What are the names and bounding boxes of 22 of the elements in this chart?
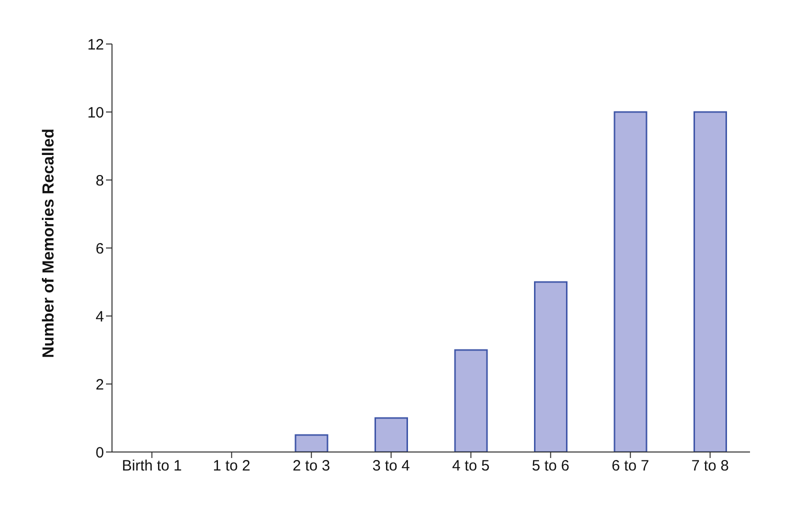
y-tick-label: 4 — [96, 308, 104, 326]
x-tick-label: 4 to 5 — [452, 458, 490, 475]
y-tick-label: 8 — [96, 172, 104, 190]
bar — [534, 281, 568, 452]
y-tick-label: 10 — [87, 104, 104, 122]
x-tick-label: 5 to 6 — [532, 458, 570, 475]
y-axis-title: Number of Memories Recalled — [40, 128, 58, 358]
y-tick-label: 12 — [87, 36, 104, 54]
bar — [454, 349, 488, 452]
bar — [694, 111, 727, 452]
x-tick-label: 3 to 4 — [372, 458, 410, 475]
y-tick-label: 2 — [96, 376, 104, 394]
y-tick-label: 6 — [96, 240, 104, 258]
x-tick-label: 7 to 8 — [691, 458, 729, 475]
x-tick-label: Birth to 1 — [122, 458, 182, 475]
bar — [374, 417, 408, 452]
x-tick-label: 6 to 7 — [612, 458, 650, 475]
x-tick-label: 2 to 3 — [292, 458, 330, 475]
bar — [614, 111, 648, 452]
x-tick-label: 1 to 2 — [212, 458, 250, 475]
y-tick-label: 0 — [96, 444, 104, 462]
bar — [294, 434, 328, 452]
